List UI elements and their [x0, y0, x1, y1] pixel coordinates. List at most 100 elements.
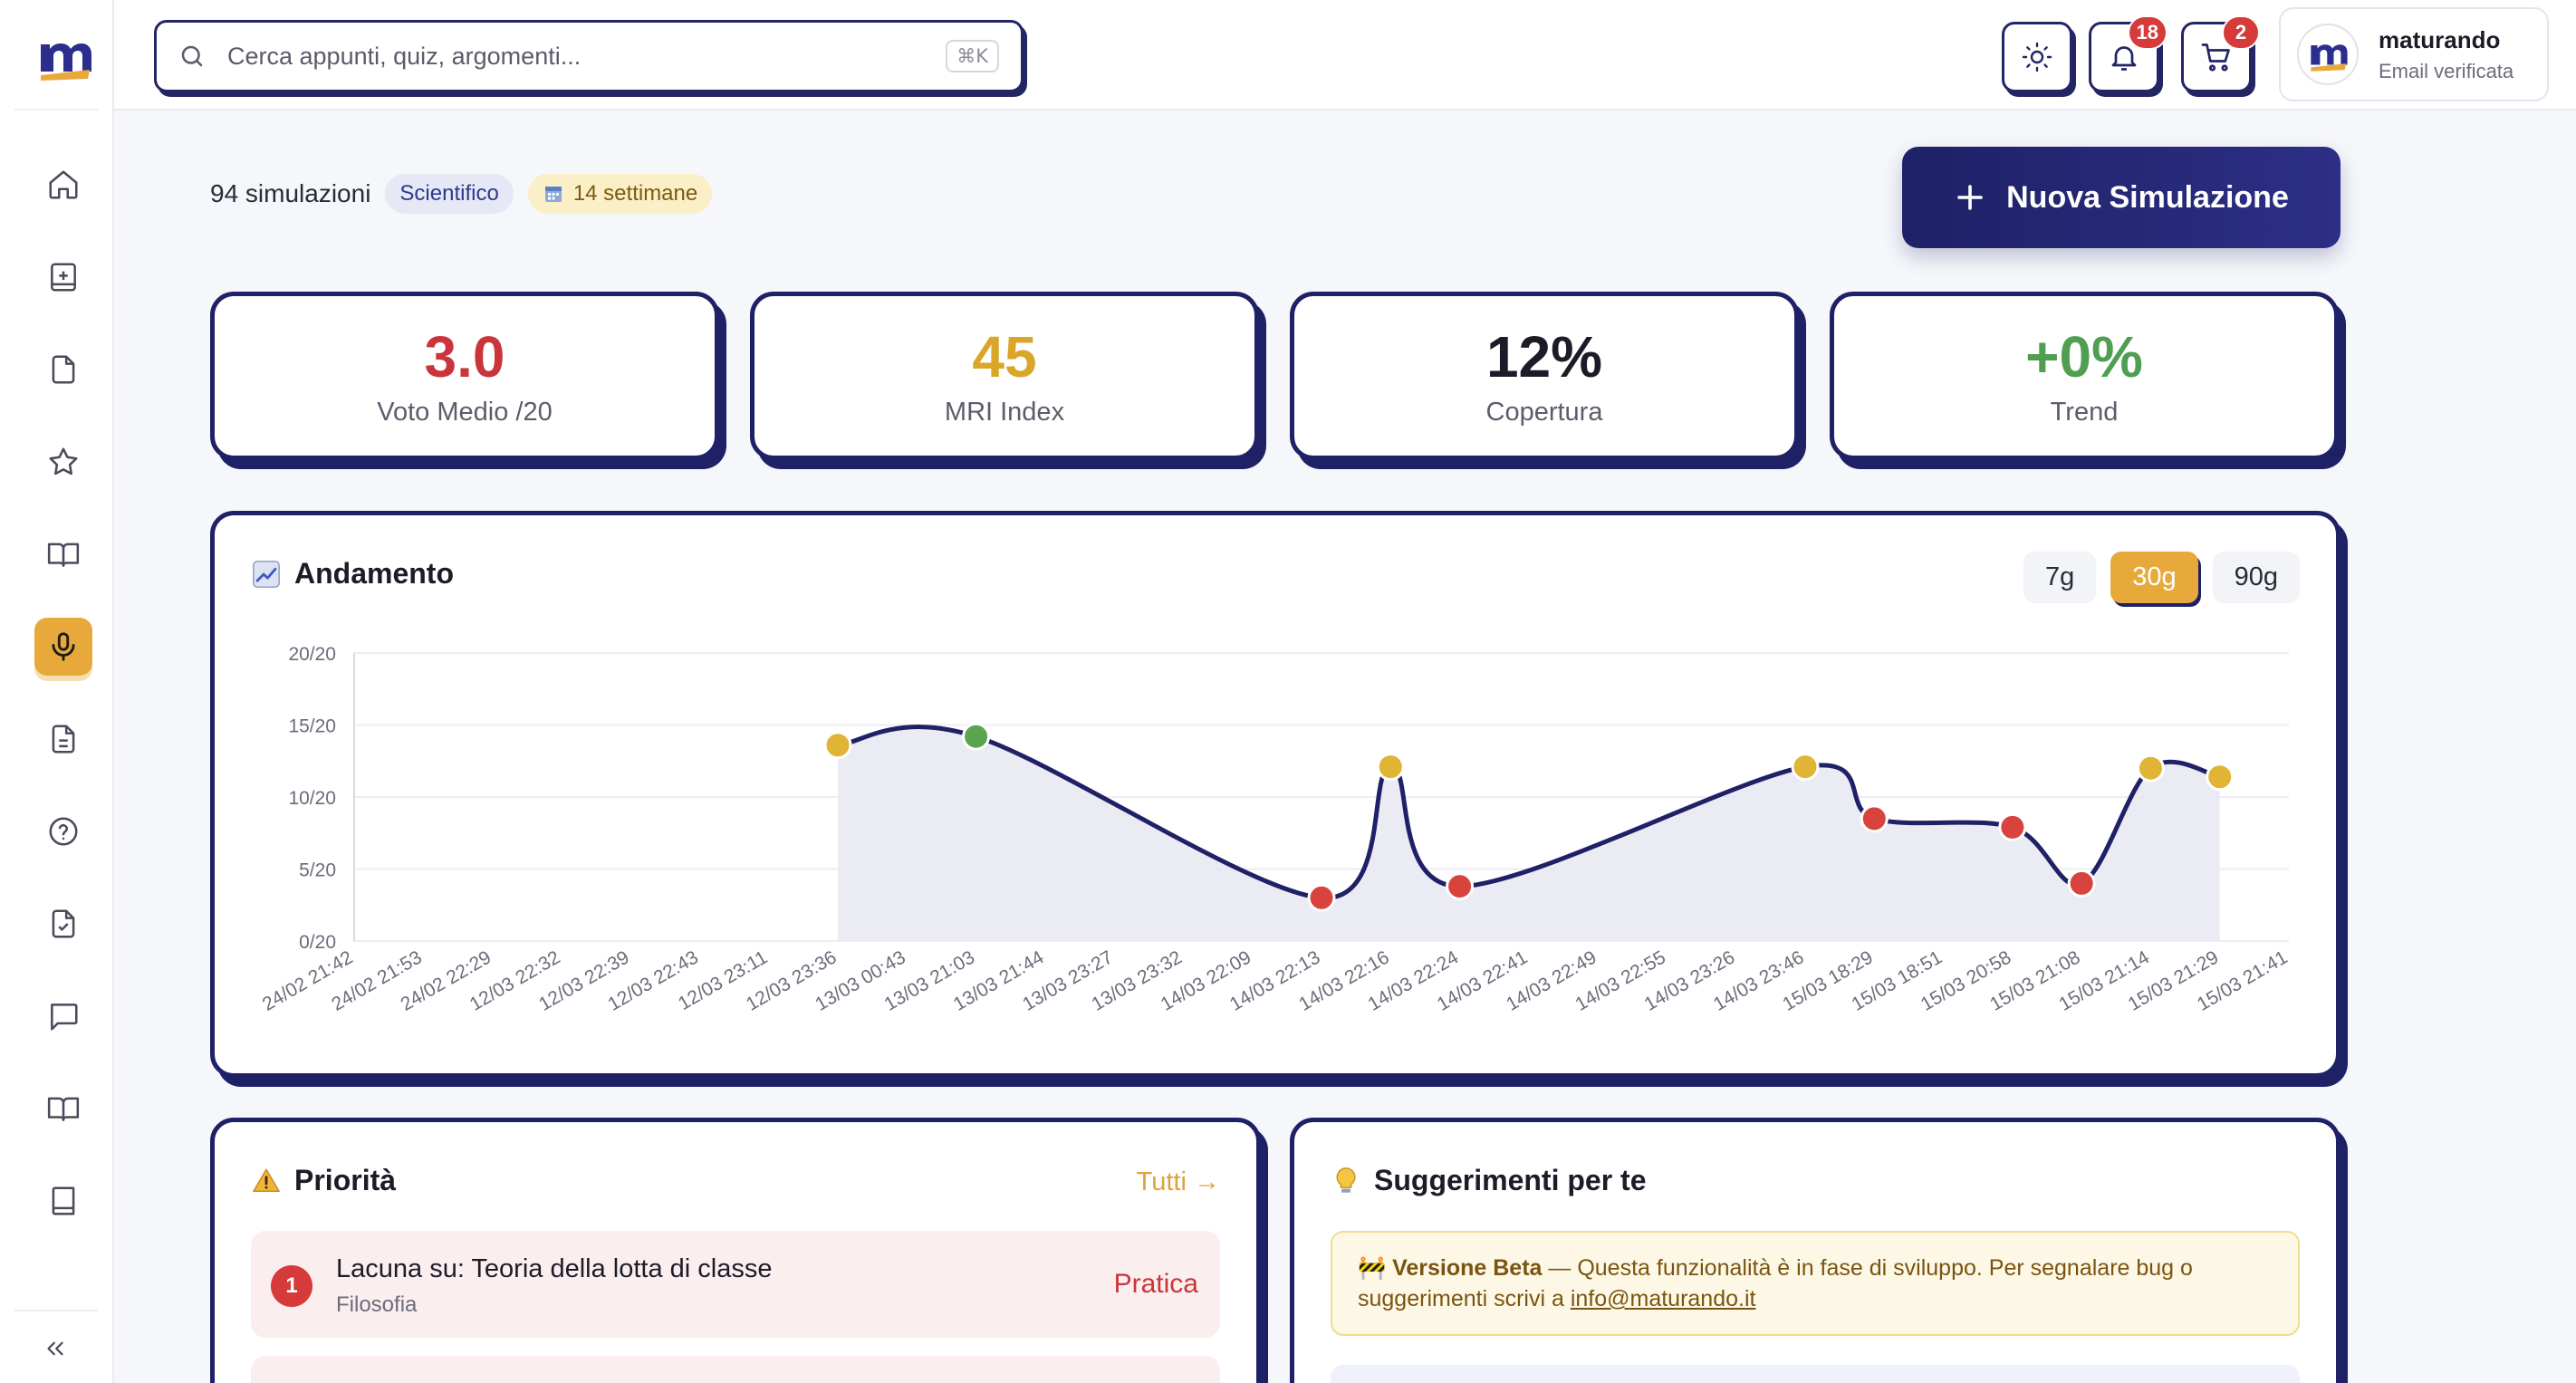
avatar — [2297, 24, 2359, 85]
help-circle-icon — [49, 817, 78, 846]
file-icon — [52, 355, 75, 384]
weeks-label: 14 settimane — [572, 181, 698, 206]
suggestion-item[interactable] — [1331, 1365, 2300, 1383]
logo-icon — [2311, 44, 2348, 72]
suggestions-card: Suggerimenti per te 🚧 Versione Beta — Qu… — [1290, 1118, 2341, 1383]
sidebar-divider — [14, 1310, 98, 1311]
priority-item[interactable] — [251, 1356, 1220, 1383]
search-icon — [181, 45, 203, 67]
beta-text: — Questa funzionalità è in fase di svilu… — [1358, 1255, 2193, 1311]
series-area — [838, 726, 2220, 941]
sidebar-item-oral-simulation[interactable] — [34, 618, 92, 676]
cart-button[interactable]: 2 — [2181, 15, 2260, 92]
range-tab-90g[interactable]: 90g — [2212, 552, 2300, 603]
sun-icon — [2022, 42, 2052, 72]
simulation-meta: 94 simulazioni Scientifico 14 settimane — [210, 174, 726, 214]
search-shortcut: ⌘K — [946, 40, 999, 72]
data-point — [1376, 753, 1405, 782]
chart-title: Andamento — [251, 557, 454, 591]
practice-link[interactable]: Pratica — [1113, 1269, 1198, 1299]
home-icon — [49, 170, 78, 199]
top-header: ⌘K 18 2 maturando Email verificata — [114, 0, 2576, 110]
data-point — [1998, 812, 2027, 841]
book-icon — [47, 1097, 80, 1121]
book-closed-icon — [52, 1186, 75, 1215]
sidebar-item-quiz[interactable] — [34, 895, 92, 953]
sidebar-item-documents[interactable] — [34, 710, 92, 768]
sidebar-item-messages[interactable] — [34, 987, 92, 1045]
support-email-link[interactable]: info@maturando.it — [1570, 1286, 1756, 1311]
data-point — [2206, 763, 2235, 792]
data-point — [1860, 804, 1889, 833]
stat-value: +0% — [2025, 324, 2143, 389]
cart-badge: 2 — [2222, 15, 2260, 50]
sidebar-item-help[interactable] — [34, 802, 92, 860]
sidebar-item-reading[interactable] — [34, 1080, 92, 1138]
collapse-sidebar-button[interactable] — [33, 1326, 78, 1371]
simulation-count: 94 simulazioni — [210, 179, 371, 207]
weeks-badge: 14 settimane — [527, 174, 713, 214]
app-logo[interactable] — [27, 20, 101, 94]
new-simulation-button[interactable]: Nuova Simulazione — [1902, 147, 2341, 248]
data-point — [1791, 753, 1820, 782]
user-status: Email verificata — [2379, 59, 2514, 82]
stat-label: Voto Medio /20 — [377, 398, 553, 427]
beta-label: 🚧 Versione Beta — [1358, 1255, 1543, 1281]
stat-card-average: 3.0 Voto Medio /20 — [210, 292, 719, 460]
star-icon — [49, 447, 78, 475]
data-point — [823, 731, 852, 760]
stat-label: Copertura — [1485, 398, 1603, 427]
new-simulation-label: Nuova Simulazione — [2006, 179, 2289, 215]
suggestions-title: Suggerimenti per te — [1331, 1164, 1647, 1197]
lightbulb-icon — [1336, 1167, 1356, 1193]
sidebar-item-library[interactable] — [34, 525, 92, 583]
sidebar-item-textbook[interactable] — [34, 1172, 92, 1230]
search-box[interactable]: ⌘K — [154, 20, 1024, 92]
chart-increasing-icon — [253, 560, 280, 588]
y-tick-label: 0/20 — [299, 932, 336, 953]
range-tab-7g[interactable]: 7g — [2023, 552, 2097, 603]
sidebar-item-notes[interactable] — [34, 248, 92, 306]
range-selector: 7g 30g 90g — [2009, 552, 2300, 603]
calendar-icon — [544, 187, 562, 202]
sidebar-nav — [0, 156, 112, 1264]
chart-title-text: Andamento — [294, 557, 454, 590]
notifications-badge: 18 — [2127, 15, 2167, 50]
theme-toggle-button[interactable] — [2002, 22, 2072, 92]
stat-value: 45 — [972, 324, 1037, 389]
notebook-plus-icon — [51, 263, 76, 292]
cart-icon — [2201, 43, 2230, 72]
stat-card-trend: +0% Trend — [1830, 292, 2339, 460]
data-point — [2136, 754, 2165, 783]
data-point — [962, 722, 991, 751]
book-open-icon — [47, 543, 80, 567]
y-tick-label: 15/20 — [288, 716, 336, 737]
data-point — [1307, 883, 1336, 912]
priority-item[interactable]: 1 Lacuna su: Teoria della lotta di class… — [251, 1231, 1220, 1338]
user-menu[interactable]: maturando Email verificata — [2279, 7, 2549, 101]
plus-icon — [1957, 185, 1983, 210]
sidebar — [0, 0, 114, 1383]
user-name: maturando — [2379, 25, 2501, 53]
microphone-icon — [52, 632, 75, 661]
file-check-icon — [52, 909, 75, 938]
priority-title: Priorità — [251, 1164, 396, 1197]
stat-value: 3.0 — [424, 324, 505, 389]
warning-icon — [253, 1168, 280, 1192]
sidebar-item-home[interactable] — [34, 156, 92, 214]
y-tick-label: 10/20 — [288, 788, 336, 809]
stat-value: 12% — [1485, 324, 1603, 389]
range-tab-30g[interactable]: 30g — [2110, 552, 2198, 603]
suggestions-title-text: Suggerimenti per te — [1374, 1164, 1647, 1196]
chevrons-left-icon — [47, 1341, 63, 1356]
see-all-link[interactable]: Tutti → — [1136, 1167, 1220, 1196]
progress-chart-card: Andamento 7g 30g 90g 0/20 5/20 10/20 15/20 2… — [210, 511, 2341, 1078]
y-tick-label: 5/20 — [299, 860, 336, 881]
bell-icon — [2111, 46, 2137, 71]
search-input[interactable] — [227, 42, 947, 71]
priority-item-title: Lacuna su: Teoria della lotta di classe — [336, 1254, 773, 1283]
notifications-button[interactable]: 18 — [2089, 15, 2167, 92]
sidebar-item-files[interactable] — [34, 341, 92, 399]
sidebar-item-favorites[interactable] — [34, 433, 92, 491]
